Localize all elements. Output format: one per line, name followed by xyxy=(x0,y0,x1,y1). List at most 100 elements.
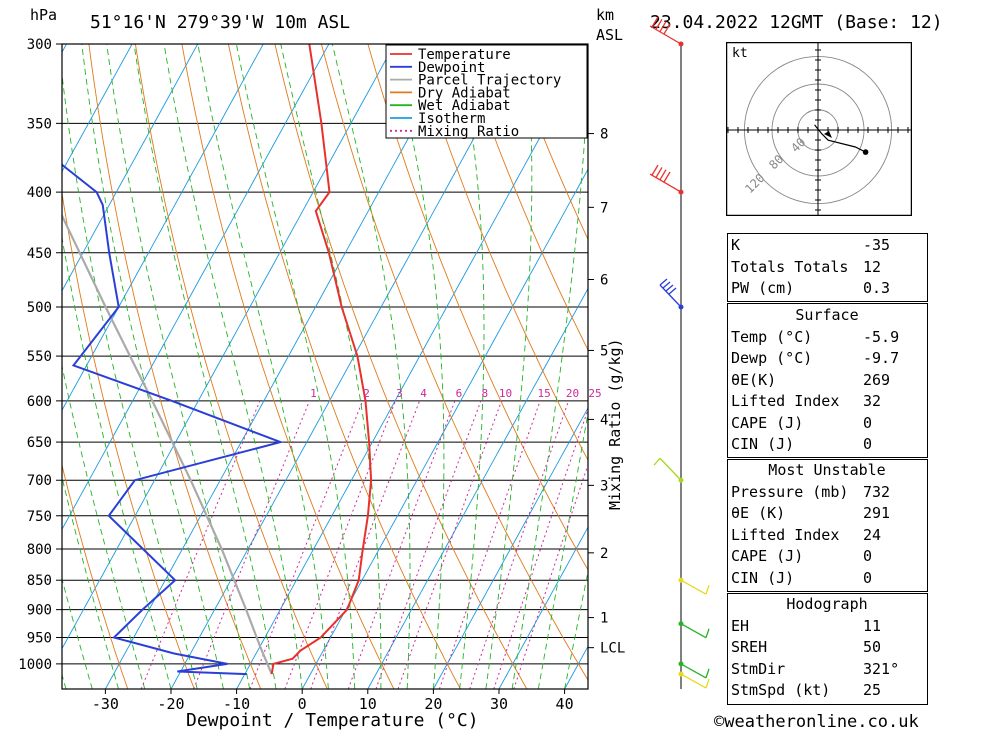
hodograph-index-box xyxy=(727,593,928,705)
index-value: 0 xyxy=(863,568,873,587)
datetime-title: 23.04.2022 12GMT (Base: 12) xyxy=(650,12,943,33)
wet-adiabat xyxy=(331,44,411,689)
legend-label: Parcel Trajectory xyxy=(418,73,561,89)
most-unstable-table: Most Unstable Pressure (mb) 732 θE (K) 291 L… xyxy=(727,460,927,589)
mixing-ratio-tick-label: 6 xyxy=(456,387,463,400)
height-unit-label: km xyxy=(596,6,615,24)
temperature-tick-label: 0 xyxy=(298,695,307,713)
index-row: θE (K) 291 xyxy=(727,503,927,525)
surface-box xyxy=(727,303,928,458)
wet-adiabat xyxy=(280,44,382,689)
height-tick-label: 4 xyxy=(600,412,608,428)
wet-adiabat xyxy=(81,44,224,689)
pressure-tick-label: 600 xyxy=(27,394,52,410)
hodograph-end-point xyxy=(862,149,869,155)
index-value: 24 xyxy=(863,525,882,544)
temperature-tick-label: 40 xyxy=(556,695,574,713)
wet-adiabat xyxy=(391,44,445,689)
mixing-ratio-line xyxy=(310,400,421,689)
wind-barb xyxy=(659,278,682,308)
index-row: SREH 50 xyxy=(727,637,927,659)
legend-label: Temperature xyxy=(418,47,511,63)
index-label: Pressure (mb) xyxy=(731,482,849,501)
dry-adiabat xyxy=(0,44,61,689)
plot-frame xyxy=(61,43,589,690)
wet-adiabat xyxy=(62,673,67,689)
temperature-tick-label: -30 xyxy=(92,695,119,713)
mixing-ratio-tick-label: 25 xyxy=(588,387,601,400)
dry-adiabat xyxy=(973,44,1000,689)
most-unstable-title: Most Unstable xyxy=(768,461,886,480)
mixing-ratio-line xyxy=(469,400,569,689)
height-tick-label: 3 xyxy=(600,478,608,494)
mixing-ratio-tick-label: 1 xyxy=(310,387,317,400)
index-label: EH xyxy=(731,616,750,635)
index-row: Lifted Index 24 xyxy=(727,525,927,547)
wind-barb xyxy=(680,623,710,639)
wet-adiabat xyxy=(197,44,329,689)
wind-barb xyxy=(649,16,682,45)
pressure-tick-label: 800 xyxy=(27,542,52,558)
height-ref-label: ASL xyxy=(596,26,624,44)
isotherm xyxy=(62,44,264,412)
index-row: Lifted Index 32 xyxy=(727,391,927,413)
mixing-ratio-line xyxy=(375,400,482,689)
hodograph-unit: kt xyxy=(732,46,748,61)
index-value: 50 xyxy=(863,638,882,657)
index-row: Dewp (°C) -9.7 xyxy=(727,348,927,370)
pressure-tick-label: 950 xyxy=(27,630,52,646)
index-value: 291 xyxy=(863,504,891,523)
index-label: CAPE (J) xyxy=(731,413,804,432)
pressure-tick-label: 700 xyxy=(27,473,52,489)
mixing-ratio-line xyxy=(493,408,588,689)
index-label: θE(K) xyxy=(731,370,777,389)
dry-adiabat xyxy=(460,44,588,352)
index-value: 0 xyxy=(863,547,873,566)
dry-adiabat xyxy=(367,44,588,571)
pressure-tick-label: 350 xyxy=(27,116,52,132)
dry-adiabat xyxy=(320,44,588,681)
index-row: Pressure (mb) 732 xyxy=(727,482,927,504)
index-value: 0.3 xyxy=(863,279,891,298)
mixing-ratio-axis-label: Mixing Ratio (g/kg) xyxy=(606,338,624,510)
height-tick-label: 7 xyxy=(600,200,608,216)
index-label: Lifted Index xyxy=(731,525,840,544)
general-index-table: K -35 Totals Totals 12 PW (cm) 0.3 xyxy=(727,235,927,300)
temperature-tick-label: -10 xyxy=(223,695,250,713)
mixing-ratio-tick-label: 4 xyxy=(420,387,427,400)
surface-title: Surface xyxy=(795,306,859,325)
index-value: 11 xyxy=(863,616,882,635)
temperature-tick-label: 20 xyxy=(424,695,442,713)
height-tick-label: 8 xyxy=(600,127,608,143)
isotherm xyxy=(236,49,588,689)
index-row: CIN (J) 0 xyxy=(727,568,927,590)
index-row: PW (cm) 0.3 xyxy=(727,278,927,300)
isotherm xyxy=(301,168,588,689)
index-value: 0 xyxy=(863,413,873,432)
mixing-ratio-line xyxy=(513,463,588,689)
index-row: StmSpd (kt) 25 xyxy=(727,680,927,702)
wet-adiabat xyxy=(133,44,277,689)
legend-label: Dry Adiabat xyxy=(418,85,511,101)
pressure-tick-label: 550 xyxy=(27,349,52,365)
mixing-ratio-line xyxy=(347,400,456,689)
index-row: StmDir 321° xyxy=(727,659,927,681)
isotherm xyxy=(433,407,588,689)
wind-profile xyxy=(649,16,710,689)
mixing-ratio-line xyxy=(249,400,363,689)
pressure-tick-label: 900 xyxy=(27,603,52,619)
pressure-tick-label: 750 xyxy=(27,509,52,525)
isotherm xyxy=(170,44,527,689)
wind-barb xyxy=(680,663,710,679)
isotherm xyxy=(367,287,588,689)
index-label: SREH xyxy=(731,638,768,657)
dry-adiabat xyxy=(413,44,588,462)
index-label: θE (K) xyxy=(731,504,786,523)
copyright-text: ©weatheronline.co.uk xyxy=(714,712,919,732)
wet-adiabat xyxy=(457,44,485,689)
index-value: -9.7 xyxy=(863,349,900,368)
height-tick-label: LCL xyxy=(600,641,625,657)
index-label: StmDir xyxy=(731,659,786,678)
